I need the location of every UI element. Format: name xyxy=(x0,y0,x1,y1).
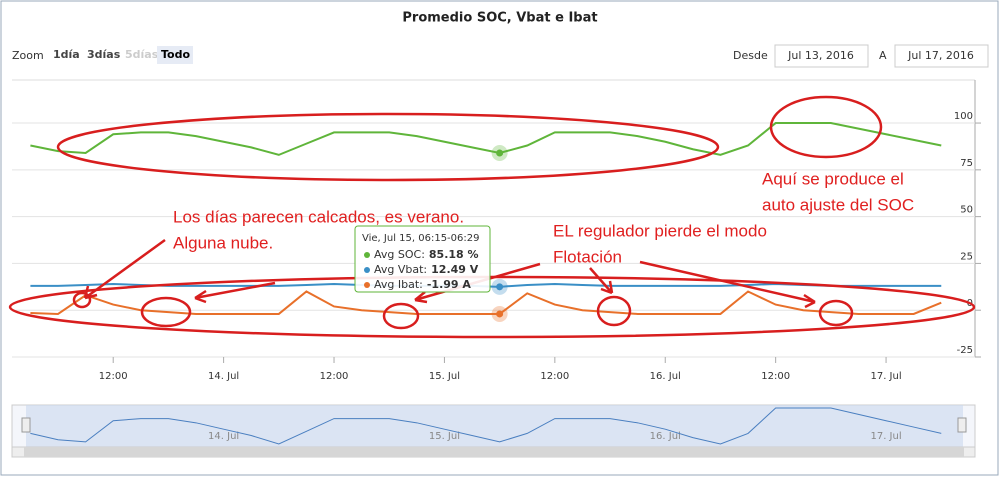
tooltip-dot xyxy=(364,252,370,258)
navigator-tick-label: 14. Jul xyxy=(208,431,239,442)
x-tick-label: 16. Jul xyxy=(650,371,681,382)
tooltip-label: Avg SOC: xyxy=(374,248,425,261)
tooltip-label: Avg Vbat: xyxy=(374,263,427,276)
y-tick-label: 100 xyxy=(954,111,973,122)
annotation: Aquí se produce el xyxy=(762,169,904,188)
tooltip-item: Avg Ibat: -1.99 A xyxy=(374,278,471,291)
tooltip-value: 85.18 % xyxy=(429,248,479,261)
navigator-line xyxy=(30,407,942,445)
x-tick-label: 17. Jul xyxy=(870,371,901,382)
chart-title: Promedio SOC, Vbat e Ibat xyxy=(402,11,597,26)
annotation: Flotación xyxy=(553,247,622,266)
tooltip-dot xyxy=(364,267,370,273)
navigator-selection[interactable] xyxy=(26,405,963,447)
annotation: auto ajuste del SOC xyxy=(762,195,914,214)
tooltip-value: -1.99 A xyxy=(427,278,472,291)
scrollbar-thumb[interactable] xyxy=(24,447,964,457)
navigator-tick-label: 15. Jul xyxy=(429,431,460,442)
x-tick-label: 12:00 xyxy=(320,371,349,382)
navigator-tick-label: 17. Jul xyxy=(870,431,901,442)
tooltip-title: Vie, Jul 15, 06:15-06:29 xyxy=(362,233,479,244)
x-tick-label: 15. Jul xyxy=(429,371,460,382)
x-tick-label: 12:00 xyxy=(99,371,128,382)
hover-marker xyxy=(496,310,504,318)
tooltip-item: Avg SOC: 85.18 % xyxy=(374,248,479,261)
series-line xyxy=(30,290,942,315)
x-tick-label: 14. Jul xyxy=(208,371,239,382)
tooltip-value: 12.49 V xyxy=(431,263,479,276)
from-date[interactable]: Jul 13, 2016 xyxy=(787,49,854,62)
annotation: EL regulador pierde el modo xyxy=(553,221,767,240)
series-line xyxy=(30,122,942,156)
navigator-tick-label: 16. Jul xyxy=(650,431,681,442)
date-input[interactable] xyxy=(894,44,989,68)
annotation: Alguna nube. xyxy=(173,233,273,252)
zoom-label: Zoom xyxy=(12,49,44,62)
y-tick-label: 50 xyxy=(960,205,973,216)
date-input[interactable] xyxy=(774,44,869,68)
tooltip-item: Avg Vbat: 12.49 V xyxy=(374,263,479,276)
zoom-button[interactable]: 3días xyxy=(87,48,121,61)
navigator-handle[interactable] xyxy=(957,417,967,433)
y-tick-label: 75 xyxy=(960,158,973,169)
tooltip-label: Avg Ibat: xyxy=(374,278,423,291)
to-label: A xyxy=(879,49,887,62)
navigator-plot: 14. Jul 15. Jul 16. Jul 17. Jul xyxy=(30,407,942,445)
hover-marker xyxy=(496,149,504,157)
zoom-active xyxy=(157,46,193,64)
zoom-button[interactable]: Todo xyxy=(161,48,190,61)
y-tick-label: -25 xyxy=(957,345,973,356)
from-label: Desde xyxy=(733,49,768,62)
x-tick-label: 12:00 xyxy=(761,371,790,382)
tooltip-dot xyxy=(364,282,370,288)
hover-marker xyxy=(496,283,504,291)
navigator-handle[interactable] xyxy=(21,417,31,433)
zoom-button: 5días xyxy=(125,48,159,61)
y-tick-label: 25 xyxy=(960,251,973,262)
to-date[interactable]: Jul 17, 2016 xyxy=(907,49,974,62)
zoom-button[interactable]: 1día xyxy=(53,48,80,61)
x-tick-label: 12:00 xyxy=(540,371,569,382)
annotation: Los días parecen calcados, es verano. xyxy=(173,207,464,226)
